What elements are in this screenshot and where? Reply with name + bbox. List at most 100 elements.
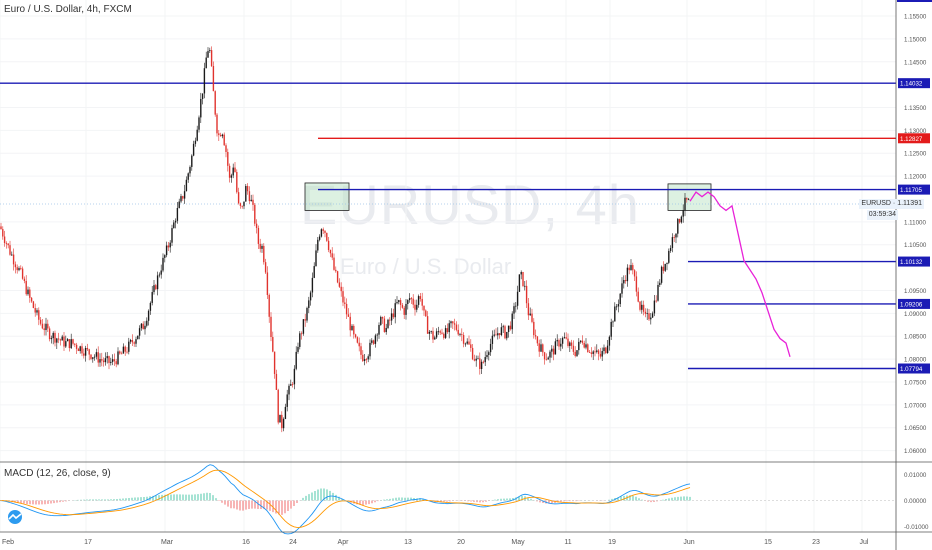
candle-body [189,166,191,174]
symbol-watermark: EURUSD, 4h [300,173,640,236]
candle-body [248,191,251,202]
candle-body [264,262,267,273]
candle-body [432,331,434,340]
candle-body [657,284,659,301]
candle-body [659,282,661,285]
candle-body [293,368,296,385]
candle-body [218,133,220,136]
annotation-rectangles [304,182,712,211]
candle-body [398,300,400,303]
candle-body [668,250,670,263]
candle-body [63,336,65,347]
candle-body [358,342,360,347]
candle-body [441,332,443,334]
candle-body [320,229,323,237]
candle-body [551,348,553,352]
x-tick-label: Jun [683,539,694,546]
candle-body [326,232,328,241]
candle-body [533,321,535,336]
candle-body [270,316,272,338]
candle-body [245,186,247,202]
candle-body [479,358,481,369]
candle-body [578,341,580,351]
candle-body [599,353,602,357]
candle-body [295,351,297,369]
candle-body [351,325,353,331]
candle-body [113,359,116,362]
candle-body [239,203,242,206]
candle-body [207,51,209,58]
candle-body [77,348,80,352]
x-tick-label: 15 [764,539,772,546]
candle-body [597,350,600,354]
level-price-label: 1.14032 [900,81,923,88]
candle-body [66,339,69,342]
candle-body [669,247,672,251]
candle-body [191,155,193,167]
candle-body [608,336,611,346]
candle-body [671,237,674,248]
candle-body [255,223,258,229]
projection-line [689,191,791,357]
candle-body [642,304,645,312]
candle-body [254,204,256,224]
candle-body [430,331,432,332]
candle-body [187,173,189,180]
candle-body [471,347,474,360]
candle-body [630,265,632,271]
candle-body [468,341,470,345]
candle-body [306,307,308,321]
y-tick-label: 1.13000 [904,128,927,135]
tradingview-logo-icon [8,510,22,524]
candle-body [75,344,78,349]
candle-body [509,325,512,330]
candle-body [635,276,638,292]
candle-body [365,359,368,360]
candle-body [518,274,521,292]
candle-body [605,347,607,353]
candle-body [162,257,164,271]
x-tick-label: Jul [860,539,869,546]
level-price-tag [898,256,930,267]
candle-body [407,300,409,304]
candle-body [268,294,270,317]
level-price-tag [898,133,930,144]
candle-body [687,199,690,201]
candle-body [498,333,501,336]
candle-body [158,274,161,276]
candle-body [513,306,515,314]
candle-body [660,266,663,283]
candle-body [318,236,321,240]
candle-body [124,346,126,352]
candle-body [389,319,391,321]
candle-body [353,325,355,335]
candle-body [9,245,11,255]
candle-body [286,394,288,407]
candle-body [678,219,681,223]
candle-body [252,199,254,205]
candle-body [408,298,411,301]
candle-body [565,337,567,339]
candle-body [558,340,560,347]
candle-body [284,406,287,419]
candle-body [387,319,389,328]
candle-body [108,356,110,363]
candle-body [633,270,636,277]
candle-body [686,197,688,200]
candle-body [569,342,571,346]
candle-body [3,236,6,244]
y-tick-label: 1.15500 [904,14,927,21]
candle-body [99,359,101,363]
candle-body [84,348,87,356]
candle-body [369,342,371,357]
candle-body [590,352,593,354]
candle-body [536,336,539,344]
candle-body [347,314,350,317]
candle-body [381,316,384,319]
candle-body [27,289,29,295]
candle-body [394,303,396,318]
candle-body [596,350,598,352]
candle-body [455,324,458,330]
